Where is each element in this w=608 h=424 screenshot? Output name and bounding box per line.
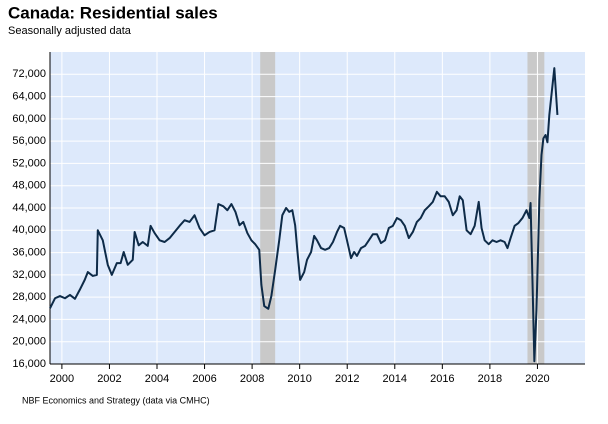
chart-title: Canada: Residential sales [8, 3, 218, 22]
x-tick-label: 2008 [240, 373, 264, 385]
x-tick-label: 2004 [145, 373, 169, 385]
y-tick-label: 28,000 [12, 291, 46, 303]
sales-line [49, 67, 559, 363]
y-tick-label: 44,000 [12, 202, 46, 214]
x-tick-label: 2002 [97, 373, 121, 385]
y-tick-label: 72,000 [12, 68, 46, 80]
y-tick-label: 32,000 [12, 269, 46, 281]
chart-subtitle: Seasonally adjusted data [8, 25, 132, 37]
x-tick-label: 2010 [287, 373, 311, 385]
y-tick-label: 24,000 [12, 313, 46, 325]
y-tick-label: 64,000 [12, 90, 46, 102]
y-tick-label: 60,000 [12, 113, 46, 125]
x-tick-label: 2018 [478, 373, 502, 385]
x-tick-label: 2012 [335, 373, 359, 385]
y-tick-label: 20,000 [12, 336, 46, 348]
x-tick-label: 2014 [383, 373, 407, 385]
y-tick-label: 40,000 [12, 224, 46, 236]
y-tick-label: 48,000 [12, 180, 46, 192]
y-tick-label: 52,000 [12, 157, 46, 169]
x-tick-label: 2000 [50, 373, 74, 385]
x-tick-label: 2016 [430, 373, 454, 385]
y-tick-label: 16,000 [12, 358, 46, 370]
y-tick-label: 56,000 [12, 135, 46, 147]
x-tick-label: 2020 [525, 373, 549, 385]
y-tick-label: 36,000 [12, 246, 46, 258]
source-note: NBF Economics and Strategy (data via CMH… [22, 395, 210, 405]
x-tick-label: 2006 [192, 373, 216, 385]
